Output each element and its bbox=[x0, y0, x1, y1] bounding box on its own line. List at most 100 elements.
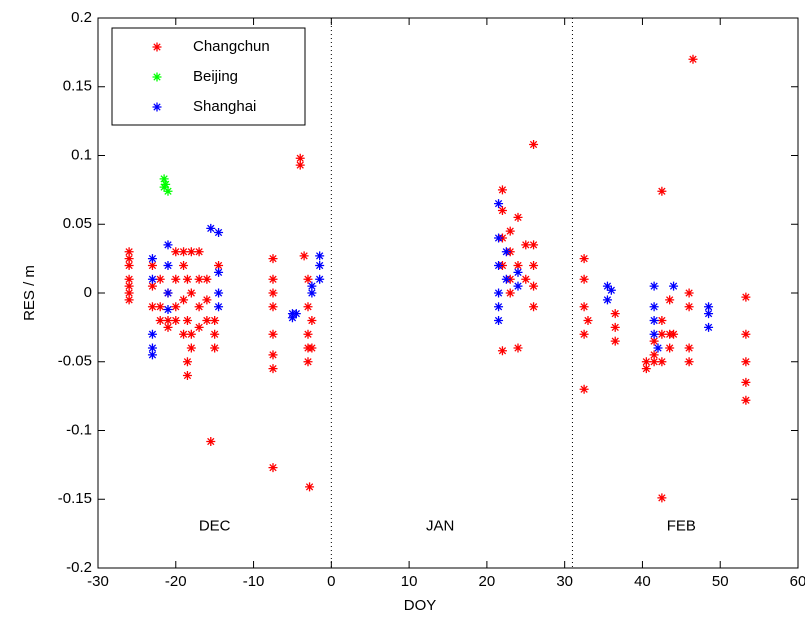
point bbox=[704, 309, 714, 319]
point bbox=[291, 309, 301, 319]
point bbox=[684, 288, 694, 298]
x-tick-label: -30 bbox=[87, 573, 109, 590]
point bbox=[657, 316, 667, 325]
point bbox=[214, 228, 224, 237]
point bbox=[649, 336, 659, 346]
point bbox=[641, 364, 651, 374]
point bbox=[741, 357, 751, 367]
point bbox=[529, 240, 539, 250]
point bbox=[161, 179, 171, 189]
point bbox=[307, 343, 317, 353]
point bbox=[182, 316, 192, 325]
point bbox=[688, 54, 698, 64]
point bbox=[610, 309, 620, 319]
point bbox=[171, 316, 181, 325]
point bbox=[684, 302, 694, 312]
y-tick-label: 0.05 bbox=[63, 215, 92, 232]
x-tick-label: 0 bbox=[327, 573, 335, 590]
point bbox=[159, 174, 169, 184]
point bbox=[653, 343, 663, 353]
point bbox=[505, 288, 515, 298]
point bbox=[494, 199, 504, 209]
point bbox=[303, 329, 313, 339]
point bbox=[147, 329, 157, 339]
point bbox=[182, 274, 192, 284]
point bbox=[202, 274, 212, 284]
point bbox=[521, 274, 531, 284]
point bbox=[307, 288, 317, 298]
point bbox=[303, 274, 313, 284]
point bbox=[186, 247, 196, 257]
point bbox=[194, 274, 204, 284]
point bbox=[307, 281, 317, 291]
x-tick-label: 40 bbox=[634, 573, 651, 590]
point bbox=[147, 343, 157, 353]
month-label: DEC bbox=[199, 518, 231, 535]
y-tick-label: -0.05 bbox=[58, 353, 92, 370]
point bbox=[214, 261, 224, 270]
point bbox=[649, 357, 659, 367]
point bbox=[214, 288, 224, 298]
point bbox=[179, 329, 189, 339]
point bbox=[214, 302, 224, 312]
point bbox=[147, 281, 157, 291]
point bbox=[684, 343, 694, 353]
point bbox=[124, 288, 134, 298]
point bbox=[529, 281, 539, 291]
point bbox=[649, 329, 659, 339]
y-tick-label: -0.15 bbox=[58, 490, 92, 507]
point bbox=[583, 316, 593, 325]
point bbox=[124, 247, 134, 257]
point bbox=[513, 343, 523, 353]
point bbox=[194, 322, 204, 332]
point bbox=[741, 377, 751, 387]
point bbox=[206, 437, 216, 446]
legend-label: Beijing bbox=[193, 68, 238, 85]
point bbox=[513, 261, 523, 270]
point bbox=[179, 247, 189, 257]
point bbox=[602, 295, 612, 305]
point bbox=[163, 316, 173, 325]
point bbox=[179, 295, 189, 305]
point bbox=[186, 329, 196, 339]
point bbox=[147, 274, 157, 284]
point bbox=[147, 261, 157, 270]
point bbox=[305, 482, 315, 492]
point bbox=[579, 302, 589, 312]
point bbox=[315, 251, 325, 261]
point bbox=[657, 493, 667, 503]
x-tick-label: 10 bbox=[401, 573, 418, 590]
x-tick-label: 20 bbox=[479, 573, 496, 590]
point bbox=[315, 261, 325, 270]
point bbox=[529, 261, 539, 270]
y-tick-label: 0.15 bbox=[63, 78, 92, 95]
point bbox=[268, 288, 278, 298]
point bbox=[268, 302, 278, 312]
x-tick-label: 50 bbox=[712, 573, 729, 590]
point bbox=[179, 261, 189, 270]
point bbox=[155, 302, 165, 312]
point bbox=[497, 206, 507, 215]
point bbox=[303, 302, 313, 312]
point bbox=[124, 261, 134, 270]
point bbox=[579, 329, 589, 339]
legend-label: Changchun bbox=[193, 38, 270, 55]
point bbox=[494, 302, 504, 312]
point bbox=[202, 316, 212, 325]
point bbox=[579, 384, 589, 394]
point bbox=[163, 186, 173, 196]
point bbox=[315, 274, 325, 284]
legend-label: Shanghai bbox=[193, 98, 256, 115]
point bbox=[579, 254, 589, 264]
point bbox=[501, 247, 511, 257]
y-tick-label: 0 bbox=[84, 284, 92, 301]
point bbox=[741, 292, 751, 302]
x-axis-label: DOY bbox=[404, 597, 437, 614]
point bbox=[529, 302, 539, 312]
point bbox=[268, 274, 278, 284]
point bbox=[610, 336, 620, 346]
point bbox=[307, 316, 317, 325]
point bbox=[295, 153, 305, 163]
x-tick-label: 60 bbox=[790, 573, 805, 590]
